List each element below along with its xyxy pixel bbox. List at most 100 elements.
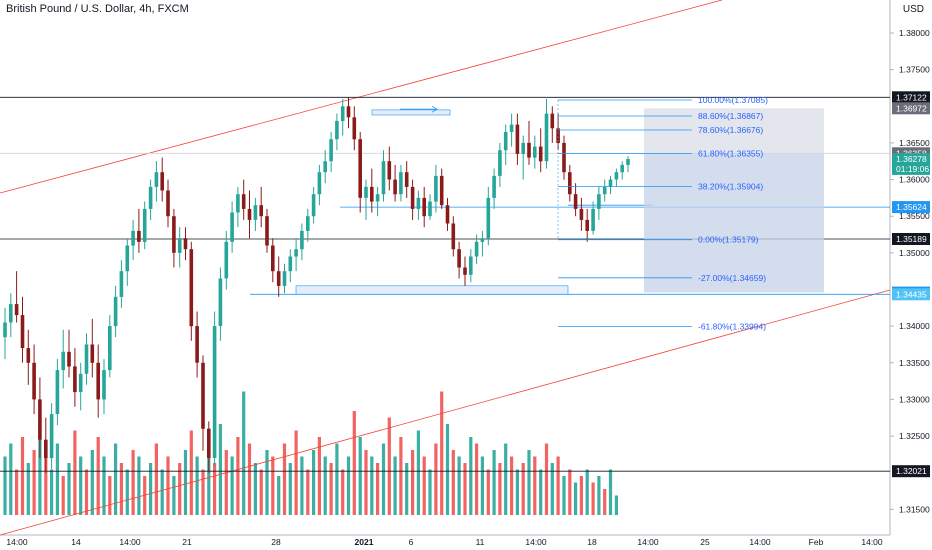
volume-bar <box>213 463 217 515</box>
candle-body <box>381 161 386 195</box>
candle-body <box>527 142 531 158</box>
price-label-bg <box>892 465 930 478</box>
price-tick-label: 1.37500 <box>899 65 930 75</box>
candle-body <box>32 362 36 400</box>
volume-bar <box>469 437 473 515</box>
time-axis[interactable]: 14:00 14 14:00 21 28 2021 6 11 14:00 18 14:00 25 14:… <box>6 537 883 547</box>
volume-bar <box>597 476 601 515</box>
volume-bar <box>166 456 170 515</box>
candle-body <box>160 172 164 191</box>
volume-bar <box>463 463 467 515</box>
volume-bar <box>96 437 100 515</box>
price-tick-label: 1.34000 <box>899 321 930 331</box>
volume-bar <box>603 489 607 515</box>
candle-body <box>544 113 549 162</box>
candle-body <box>375 194 380 202</box>
candle-body <box>474 241 479 257</box>
volume-bar <box>282 443 287 515</box>
candle-body <box>317 172 322 195</box>
candle-body <box>503 131 508 151</box>
candle-body <box>247 208 252 220</box>
price-tick-label: 1.35500 <box>899 211 930 221</box>
candle-body <box>73 366 77 393</box>
price-label-bg <box>892 162 930 175</box>
price-tick-label: 1.33500 <box>899 358 930 368</box>
volume-bar <box>352 411 356 515</box>
candle-body <box>90 344 95 363</box>
price-tick-label: 1.36500 <box>899 138 930 148</box>
candle-body <box>585 219 589 231</box>
volume-bar <box>591 482 595 515</box>
currency-label[interactable]: USD <box>902 4 924 15</box>
candle-body <box>515 124 520 154</box>
price-tick-label: 1.32500 <box>899 431 930 441</box>
candle-body <box>166 190 170 217</box>
time-tick-label: 6 <box>409 537 414 547</box>
candle-body <box>113 296 118 327</box>
target-zone-box <box>644 153 824 293</box>
volume-bar <box>172 476 176 515</box>
price-tick-label: 1.31500 <box>899 504 930 514</box>
candle-body <box>172 216 176 253</box>
volume-bar <box>370 456 374 515</box>
volume-bar <box>393 456 397 515</box>
candle-body <box>614 172 619 180</box>
candle-body <box>486 197 491 239</box>
volume-bar <box>131 450 135 515</box>
volume-bar <box>154 443 158 515</box>
candle-body <box>568 172 572 195</box>
volume-bar <box>527 450 531 515</box>
candle-body <box>434 175 438 202</box>
volume-bar <box>288 463 292 515</box>
candle-body <box>253 205 258 220</box>
volume-bar <box>73 430 77 515</box>
candle-body <box>224 241 229 279</box>
time-tick-label: 14:00 <box>749 537 771 547</box>
volume-bar <box>556 456 560 515</box>
demand-zone <box>295 285 569 295</box>
volume-bar <box>160 469 164 515</box>
volume-bars <box>3 391 618 515</box>
volume-bar <box>67 463 71 515</box>
price-label: 1.37122 <box>896 92 927 102</box>
arrow-head <box>431 105 438 113</box>
price-label-bg <box>892 91 930 104</box>
candle-body <box>3 322 7 338</box>
candle-body <box>404 172 409 187</box>
candle-body <box>591 208 595 231</box>
volume-bar <box>480 456 484 515</box>
grid <box>0 0 891 536</box>
candle-body <box>212 326 217 458</box>
volume-bar <box>486 469 490 515</box>
volume-bar <box>317 437 321 515</box>
volume-bar <box>189 430 193 515</box>
candle-body <box>492 175 496 198</box>
price-label: 1.32021 <box>896 466 927 476</box>
volume-bar <box>300 456 304 515</box>
candle-body <box>428 201 432 217</box>
volume-bar <box>585 469 589 515</box>
candle-body <box>201 362 205 429</box>
candle-body <box>78 373 83 393</box>
price-label: 1.36972 <box>896 103 927 113</box>
time-tick-label: 2021 <box>355 537 374 547</box>
volume-bar <box>562 476 566 515</box>
price-label: 1.35624 <box>896 202 927 212</box>
volume-bar <box>346 456 351 515</box>
volume-bar <box>114 443 118 515</box>
candle-body <box>463 267 467 275</box>
candle-body <box>556 128 560 143</box>
candle-body <box>241 194 246 209</box>
price-tick-label: 1.36000 <box>899 175 930 185</box>
volume-bar <box>178 463 182 515</box>
candle-body <box>125 245 130 272</box>
price-label-bg <box>892 288 930 301</box>
volume-bar <box>358 437 362 515</box>
volume-bar <box>9 443 13 515</box>
time-tick-label: 21 <box>182 537 192 547</box>
volume-bar <box>3 456 7 515</box>
volume-bar <box>521 463 525 515</box>
price-axis[interactable]: 1.38000 1.37500 1.36500 1.36000 1.35500 1.350… <box>890 28 930 514</box>
fib-level-label: 100.00%(1.37085) <box>698 95 768 105</box>
